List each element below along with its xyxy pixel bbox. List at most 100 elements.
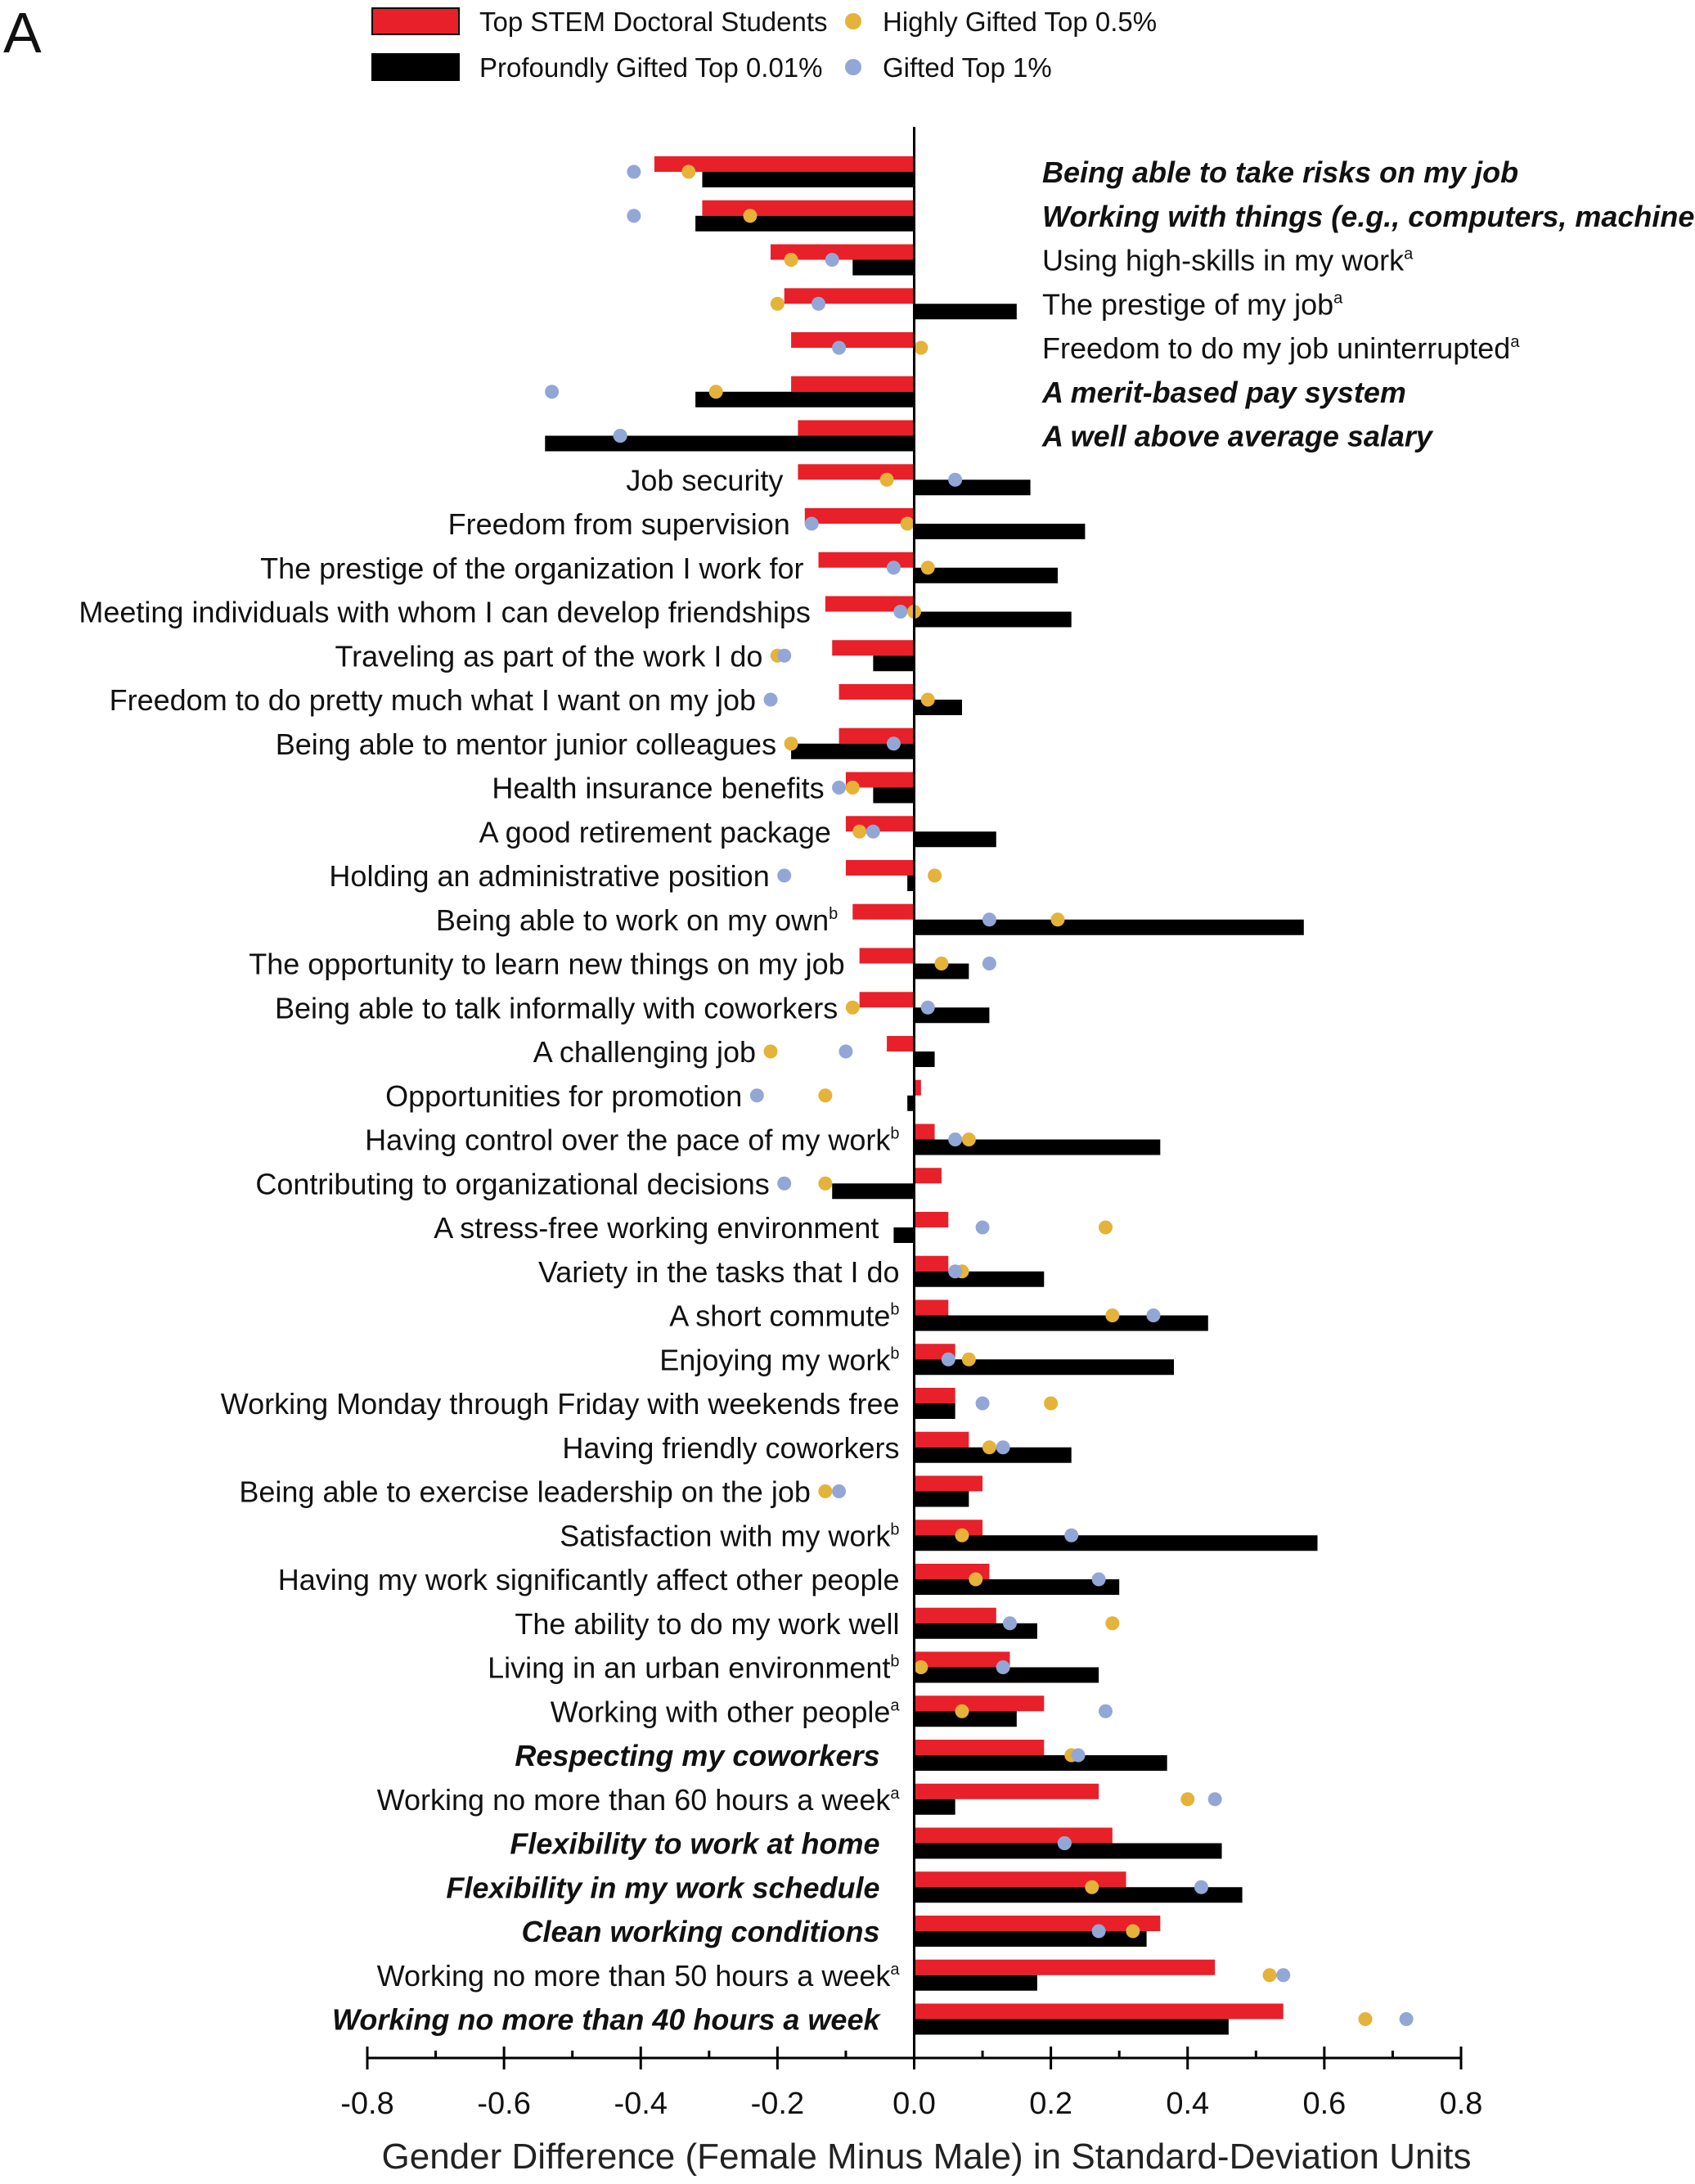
row-label-39: Flexibility to work at home: [510, 1827, 879, 1861]
dot-gifted-4: [812, 296, 826, 311]
bar-profound-10: [914, 567, 1058, 583]
legend-item-2: Profoundly Gifted Top 0.01%: [371, 52, 823, 83]
dot-gifted-27: [1146, 1308, 1161, 1322]
row-label-22: Opportunities for promotion: [385, 1079, 742, 1113]
dot-highly-gifted-29: [1044, 1396, 1059, 1411]
bar-profound-42: [914, 1975, 1037, 1991]
row-label-text-29: Working Monday through Friday with weeke…: [221, 1387, 900, 1421]
legend: Top STEM Doctoral Students Profoundly Gif…: [371, 7, 1157, 83]
bar-profound-17: [907, 876, 915, 891]
bar-stem-31: [914, 1475, 983, 1492]
bar-profound-1: [702, 172, 915, 187]
bar-profound-4: [914, 304, 1017, 320]
dot-highly-gifted-3: [784, 253, 798, 267]
row-label-14: Being able to mentor junior colleagues: [276, 727, 776, 761]
bar-profound-34: [914, 1623, 1037, 1639]
dot-highly-gifted-6: [708, 385, 723, 399]
dot-gifted-34: [1002, 1616, 1017, 1631]
bar-stem-26: [914, 1255, 949, 1272]
row-label-33: Having my work significantly affect othe…: [278, 1563, 900, 1596]
dot-gifted-37: [1071, 1748, 1086, 1763]
row-label-4: The prestige of my joba: [1042, 287, 1343, 321]
bar-profound-23: [914, 1139, 1161, 1155]
dot-highly-gifted-5: [914, 340, 928, 355]
row-label-36: Working with other peoplea: [551, 1695, 901, 1728]
bar-profound-24: [832, 1183, 915, 1200]
row-label-9: Freedom from supervision: [448, 507, 790, 541]
bar-stem-4: [784, 288, 915, 304]
bar-stem-23: [914, 1124, 935, 1140]
bar-profound-19: [914, 963, 969, 979]
bar-profound-6: [695, 391, 915, 408]
dot-highly-gifted-35: [914, 1660, 928, 1674]
dot-gifted-30: [996, 1440, 1010, 1455]
bar-stem-40: [914, 1871, 1126, 1888]
dot-gifted-1: [627, 164, 641, 179]
dot-gifted-28: [941, 1352, 955, 1367]
dot-gifted-6: [545, 385, 560, 399]
row-label-5: Freedom to do my job uninterrupteda: [1042, 331, 1520, 365]
dot-highly-gifted-23: [961, 1133, 976, 1146]
dot-gifted-33: [1091, 1572, 1106, 1587]
bar-profound-39: [914, 1843, 1222, 1859]
row-label-text-16: A good retirement package: [479, 815, 831, 849]
row-label-text-43: Working no more than 40 hours a week: [332, 2003, 881, 2037]
row-label-text-28: Enjoying my work: [659, 1343, 891, 1376]
bar-profound-7: [545, 435, 915, 452]
row-label-24: Contributing to organizational decisions: [255, 1167, 769, 1200]
row-label-13: Freedom to do pretty much what I want on…: [110, 683, 756, 717]
axes: -0.8 -0.6 -0.4 -0.2 0.0 0.2 0.4 0.6 0.8: [340, 127, 1482, 2121]
dot-gifted-13: [763, 692, 778, 707]
row-label-text-13: Freedom to do pretty much what I want on…: [110, 683, 756, 717]
row-label-text-5: Freedom to do my job uninterrupted: [1042, 331, 1510, 365]
dot-gifted-19: [982, 957, 996, 970]
bar-profound-29: [914, 1403, 955, 1419]
dot-highly-gifted-1: [681, 164, 696, 179]
row-label-37: Respecting my coworkers: [515, 1739, 879, 1772]
row-label-text-42: Working no more than 50 hours a week: [377, 1959, 892, 1993]
bar-stem-12: [832, 640, 915, 656]
row-label-25: A stress-free working environment: [434, 1211, 879, 1245]
row-label-text-32: Satisfaction with my work: [560, 1519, 891, 1552]
row-label-8: Job security: [626, 463, 783, 497]
row-label-sup-3: a: [1404, 245, 1414, 263]
dot-gifted-35: [996, 1660, 1010, 1674]
dot-highly-gifted-13: [920, 692, 935, 707]
bar-stem-22: [914, 1079, 921, 1096]
bar-stem-19: [859, 948, 915, 964]
row-label-text-26: Variety in the tasks that I do: [538, 1255, 900, 1289]
row-label-31: Being able to exercise leadership on the…: [239, 1475, 810, 1509]
row-label-40: Flexibility in my work schedule: [446, 1871, 879, 1904]
bar-profound-32: [914, 1535, 1318, 1551]
bar-profound-40: [914, 1887, 1243, 1903]
dot-gifted-32: [1064, 1528, 1079, 1542]
bar-profound-26: [914, 1271, 1045, 1287]
dot-highly-gifted-40: [1085, 1880, 1099, 1894]
dot-highly-gifted-18: [1050, 912, 1065, 927]
x-tick-label-7: 0.4: [1166, 2087, 1209, 2121]
legend-item-1: Top STEM Doctoral Students: [371, 7, 828, 37]
row-label-12: Traveling as part of the work I do: [335, 639, 762, 673]
bar-profound-41: [914, 1931, 1147, 1947]
row-label-sup-4: a: [1333, 289, 1343, 307]
bar-stem-27: [914, 1299, 949, 1316]
row-label-text-19: The opportunity to learn new things on m…: [249, 948, 844, 981]
row-label-6: A merit-based pay system: [1041, 376, 1406, 409]
dot-highly-gifted-14: [784, 736, 798, 751]
bar-profound-37: [914, 1755, 1167, 1771]
row-label-42: Working no more than 50 hours a weeka: [377, 1959, 901, 1993]
bar-profound-18: [914, 919, 1304, 935]
row-label-text-22: Opportunities for promotion: [385, 1079, 742, 1113]
bar-profound-21: [914, 1051, 935, 1067]
dot-highly-gifted-10: [920, 561, 935, 575]
bar-profound-36: [914, 1711, 1017, 1727]
bar-stem-29: [914, 1388, 955, 1403]
row-label-text-6: A merit-based pay system: [1041, 376, 1406, 409]
x-tick-label-3: -0.4: [614, 2087, 668, 2121]
bar-stem-42: [914, 1959, 1216, 1975]
bar-profound-33: [914, 1579, 1120, 1595]
bar-profound-3: [852, 259, 915, 276]
row-label-38: Working no more than 60 hours a weeka: [377, 1783, 901, 1817]
bar-stem-17: [845, 860, 915, 876]
bar-stem-8: [798, 464, 915, 480]
